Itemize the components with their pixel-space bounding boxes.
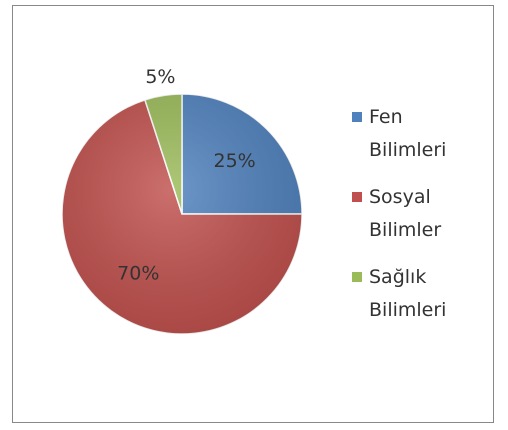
legend-swatch [352,192,362,202]
legend-label: Sosyal Bilimler [369,186,442,241]
chart-frame [12,5,494,423]
data-label: 25% [213,150,255,172]
legend-swatch [352,272,362,282]
legend: Fen Bilimleri Sosyal Bilimler Sağlık Bilim… [352,101,479,341]
legend-item: Sağlık Bilimleri [352,261,479,327]
data-label: 5% [145,66,175,88]
legend-label: Sağlık Bilimleri [369,266,447,321]
legend-label: Fen Bilimleri [369,106,447,161]
legend-item: Sosyal Bilimler [352,181,479,247]
legend-swatch [352,112,362,122]
legend-item: Fen Bilimleri [352,101,479,167]
data-label: 70% [117,263,159,285]
